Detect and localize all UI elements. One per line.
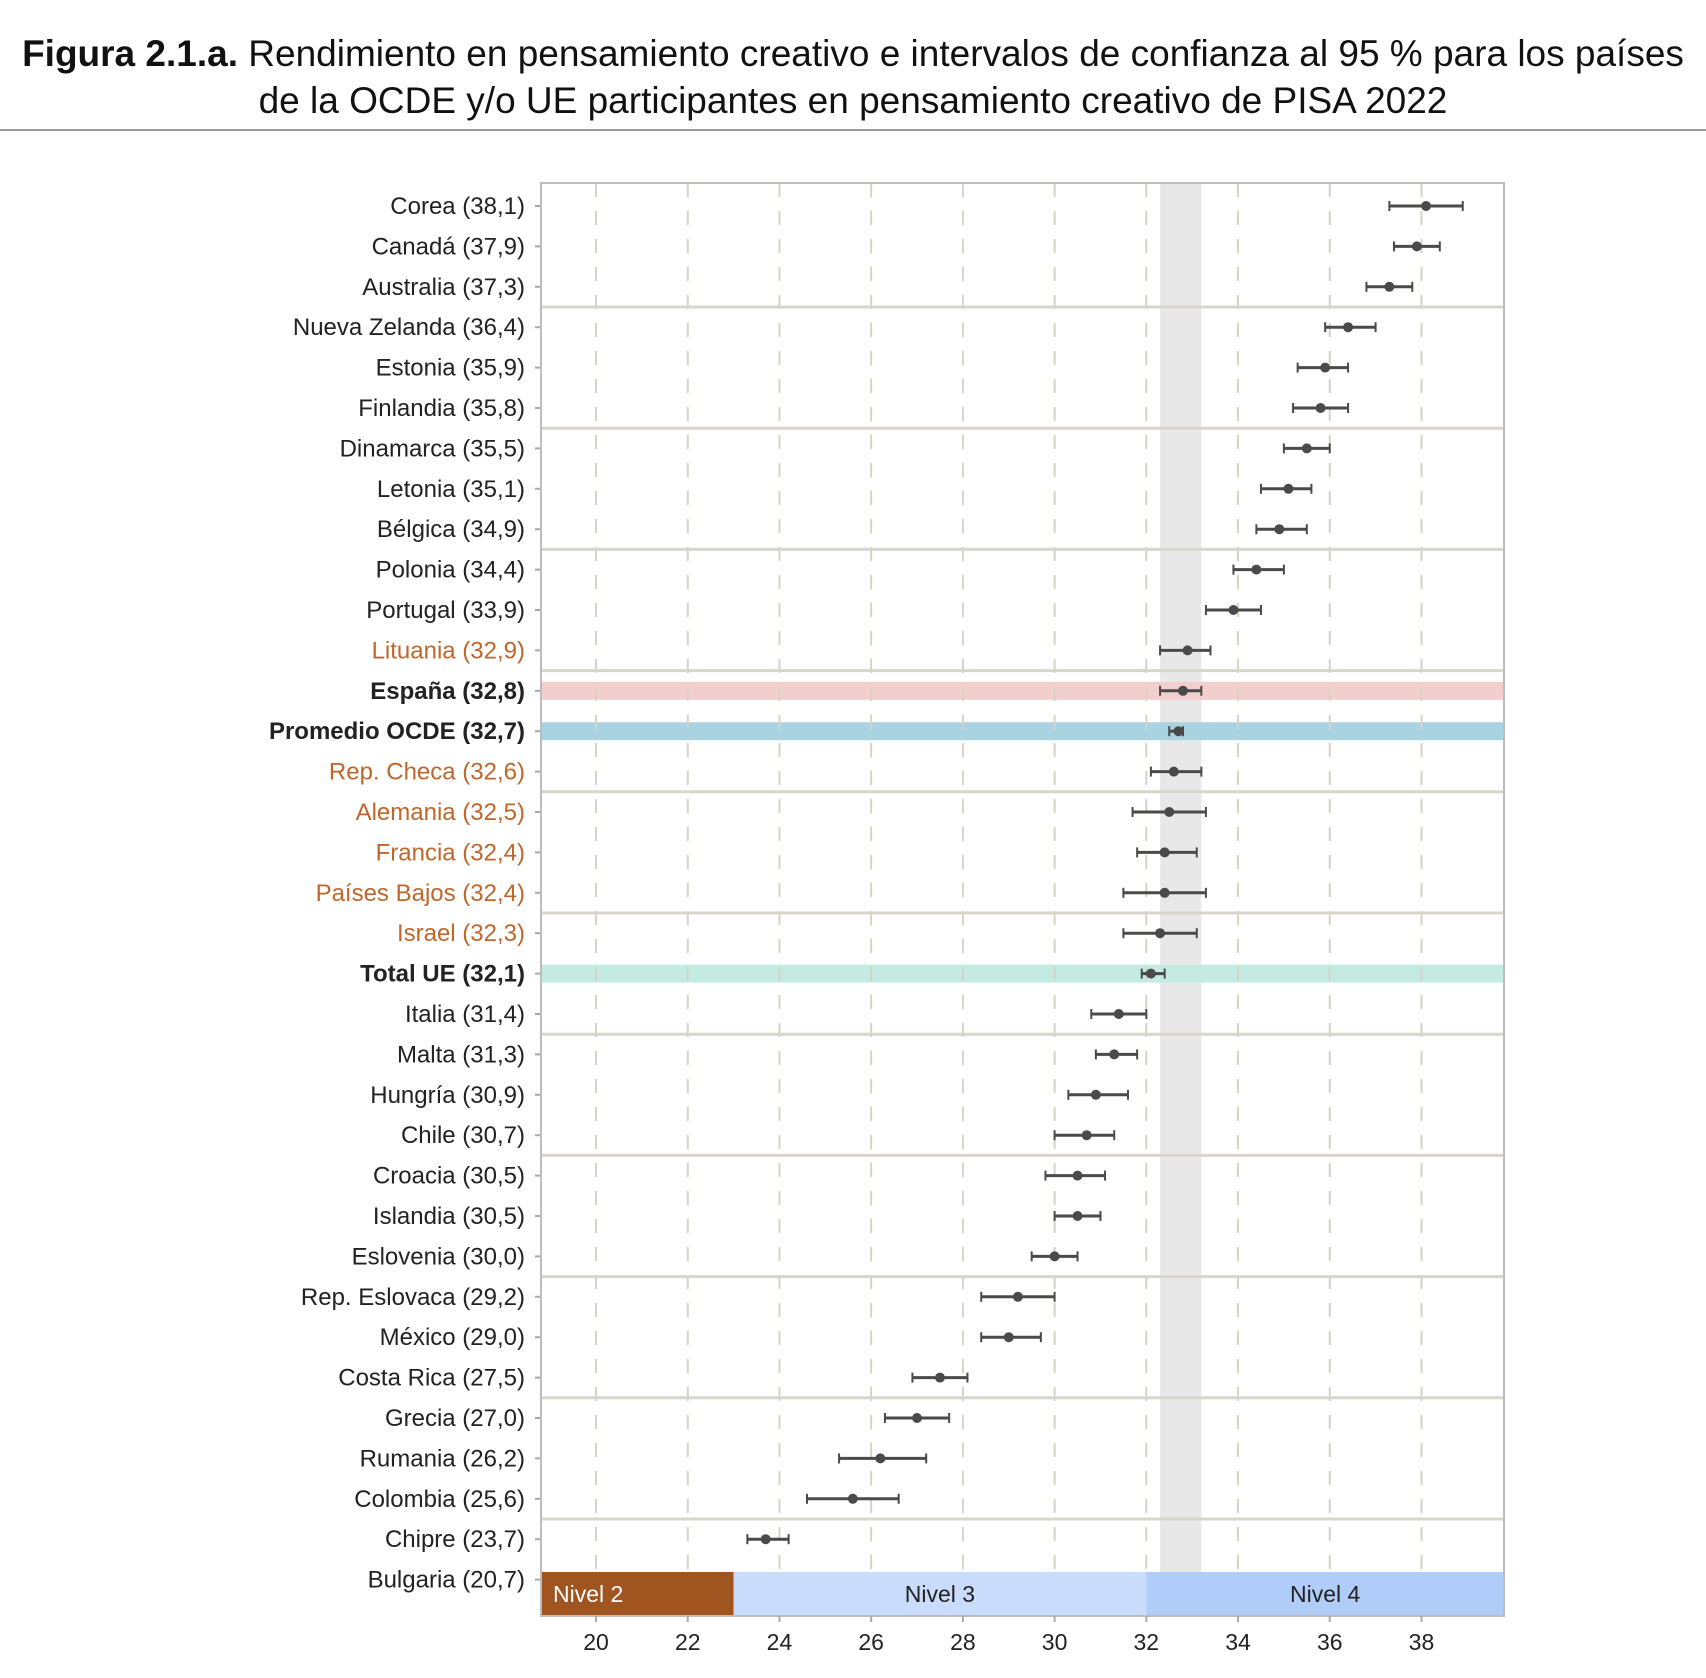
country-label: Islandia (30,5) [373,1203,525,1230]
country-label: Portugal (33,9) [366,597,525,624]
country-label: Alemania (32,5) [356,799,525,826]
country-label: Malta (31,3) [397,1041,525,1068]
level-label: Nivel 4 [1290,1581,1361,1607]
country-label: Dinamarca (35,5) [340,435,525,462]
country-label: Australia (37,3) [362,274,525,301]
data-point [1090,1089,1101,1100]
data-point [1113,1009,1124,1019]
x-tick-label: 30 [1042,1629,1068,1655]
x-tick-label: 36 [1317,1629,1343,1655]
data-point [1012,1291,1023,1302]
level-band [541,1572,734,1616]
figure-number: Figura 2.1.a. [22,33,238,74]
country-label: Costa Rica (27,5) [338,1365,525,1392]
x-tick-label: 34 [1225,1629,1251,1655]
country-label: Finlandia (35,8) [358,395,525,422]
country-label: Eslovenia (30,0) [352,1243,525,1270]
country-label: Croacia (30,5) [373,1163,525,1190]
highlight-band [541,681,1504,700]
data-point [1081,1130,1092,1141]
country-label: Italia (31,4) [405,1001,525,1028]
country-label: Chile (30,7) [401,1122,525,1149]
x-tick-label: 38 [1409,1629,1435,1655]
data-point [1182,645,1193,656]
data-point [1411,241,1422,252]
data-point [912,1413,923,1423]
data-point [1173,726,1184,737]
data-point [1301,443,1312,454]
country-label: Lituania (32,9) [372,637,525,664]
highlight-band [541,722,1504,741]
country-label: Corea (38,1) [390,193,525,220]
level-band [1146,1572,1504,1616]
data-point [1315,403,1326,413]
plot-area [541,183,1504,1616]
level-band [733,1572,1147,1616]
data-point [1320,362,1331,373]
data-point [847,1493,858,1504]
data-point [1421,201,1432,211]
country-label: Rep. Eslovaca (29,2) [301,1284,525,1311]
country-label: Francia (32,4) [376,839,525,866]
country-label: Nueva Zelanda (36,4) [293,314,525,341]
country-label: Bulgaria (20,7) [368,1567,525,1594]
country-label: España (32,8) [370,678,525,705]
country-label: Grecia (27,0) [385,1405,525,1432]
country-label: Rumania (26,2) [360,1445,525,1472]
country-label: Estonia (35,9) [376,355,525,382]
data-point [1274,524,1285,535]
x-tick-label: 26 [858,1629,884,1655]
data-point [1164,807,1175,817]
data-point [1251,564,1262,575]
country-label: Colombia (25,6) [354,1486,525,1513]
highlight-band [541,964,1504,983]
data-point [1228,605,1239,615]
data-point [760,1534,771,1545]
level-label: Nivel 3 [905,1581,975,1607]
data-point [934,1372,945,1383]
x-tick-label: 20 [583,1629,609,1655]
country-label: Rep. Checa (32,6) [329,759,525,786]
data-point [1384,281,1395,292]
data-point [1343,322,1354,333]
data-point [1109,1049,1120,1060]
chart-title: Figura 2.1.a. Rendimiento en pensamiento… [0,30,1706,124]
country-label: Países Bajos (32,4) [316,880,525,907]
country-label: Israel (32,3) [397,920,525,947]
data-point [1159,887,1170,898]
country-label: Promedio OCDE (32,7) [269,718,525,745]
title-divider [0,129,1706,131]
country-label: Polonia (34,4) [376,557,525,584]
country-label: Hungría (30,9) [370,1082,525,1109]
data-point [1072,1211,1083,1221]
x-tick-label: 28 [950,1629,976,1655]
country-label: Chipre (23,7) [385,1526,525,1553]
x-tick-label: 24 [767,1629,793,1655]
data-point [1178,685,1188,696]
data-point [875,1453,886,1464]
data-point [1168,766,1179,777]
reference-band [1160,183,1202,1572]
data-point [1072,1170,1083,1181]
data-point [1145,968,1156,979]
data-point [1155,928,1166,939]
title-text: Rendimiento en pensamiento creativo e in… [238,33,1684,121]
data-point [1283,483,1294,494]
x-tick-label: 22 [675,1629,701,1655]
x-tick-label: 32 [1134,1629,1160,1655]
data-point [1049,1251,1060,1262]
plot-border [540,182,1505,1617]
country-label: Canadá (37,9) [372,233,525,260]
country-label: México (29,0) [380,1324,525,1351]
data-point [1159,847,1170,858]
level-label: Nivel 2 [553,1581,623,1607]
data-point [1003,1332,1014,1343]
country-label: Total UE (32,1) [360,961,525,988]
country-label: Bélgica (34,9) [377,516,525,543]
country-label: Letonia (35,1) [377,476,525,503]
